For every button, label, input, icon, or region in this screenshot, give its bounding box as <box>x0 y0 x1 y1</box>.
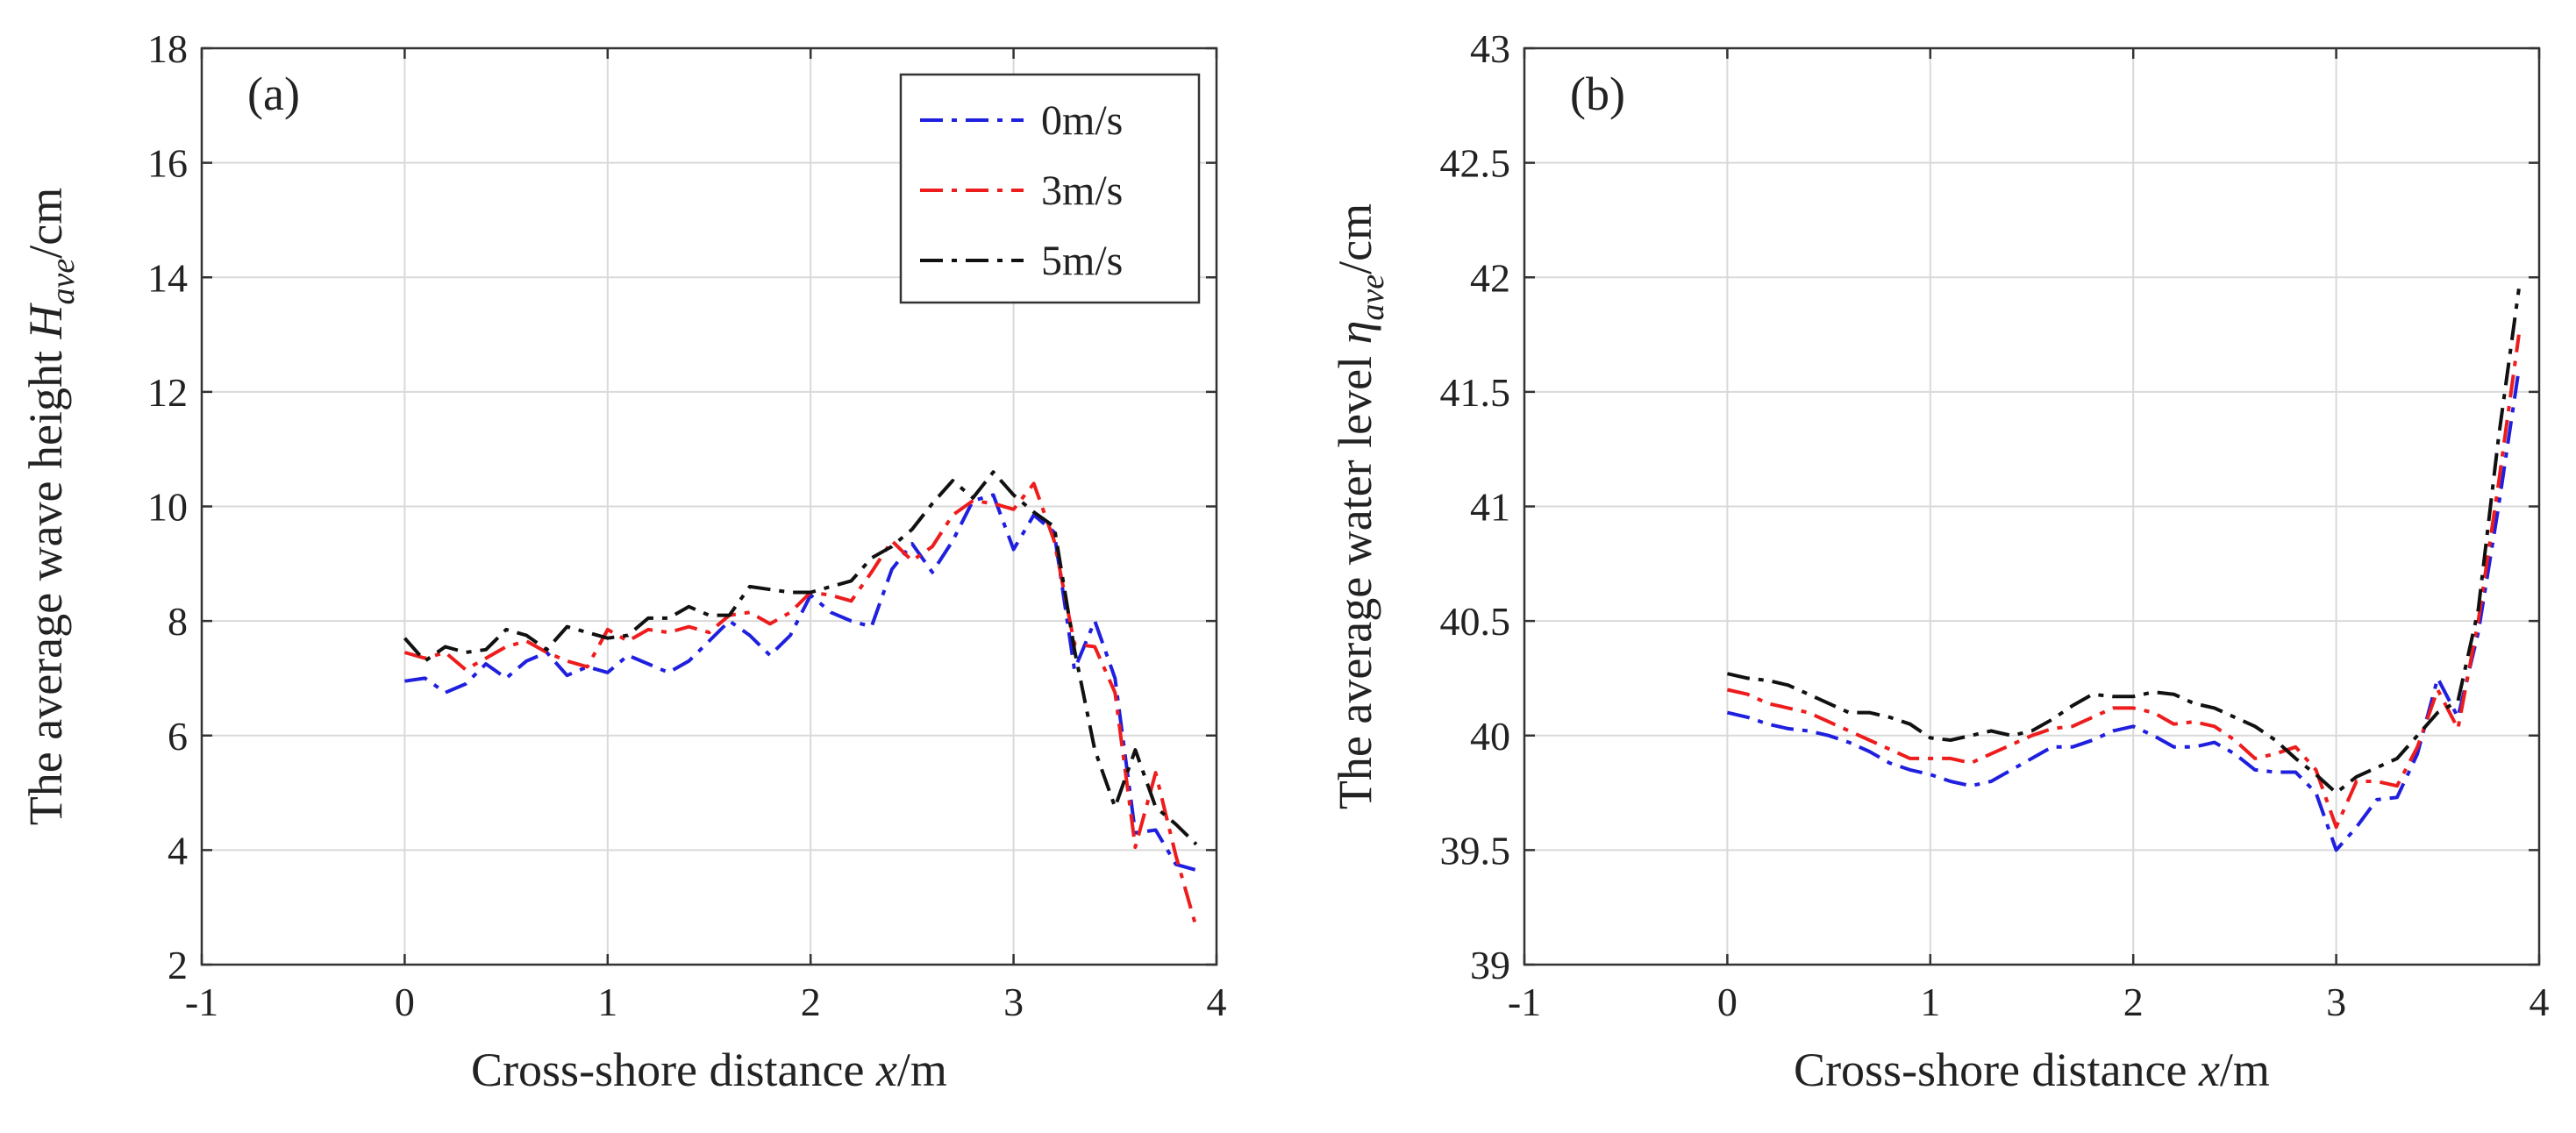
y-tick-label: 16 <box>147 141 188 186</box>
y-tick-label: 39.5 <box>1440 828 1511 873</box>
y-axis-label: The average water level ηave/cm <box>1329 203 1391 809</box>
y-tick-label: 40 <box>1470 714 1510 759</box>
x-tick-label: 0 <box>395 980 415 1024</box>
legend-entry-label: 5m/s <box>1041 238 1123 284</box>
x-tick-label: 4 <box>2530 980 2550 1024</box>
y-tick-label: 39 <box>1470 943 1510 987</box>
panel-label: (b) <box>1570 68 1625 120</box>
series-line-0m-s <box>1726 368 2521 852</box>
legend-entry-label: 3m/s <box>1041 167 1123 214</box>
y-tick-label: 41.5 <box>1440 370 1511 415</box>
y-axis-label-prefix: The average wave height <box>19 339 72 826</box>
series-line-3m-s <box>1726 334 2521 830</box>
series-line-3m-s <box>403 481 1198 929</box>
y-axis-label-var: H <box>19 303 72 340</box>
y-tick-label: 10 <box>147 485 188 530</box>
x-axis-label-var: x <box>875 1044 897 1096</box>
x-axis-label-prefix: Cross-shore distance <box>1794 1044 2199 1096</box>
x-tick-label: 1 <box>597 980 617 1024</box>
x-axis-label: Cross-shore distance x/m <box>1794 1044 2270 1096</box>
x-tick-label: 2 <box>2123 980 2144 1024</box>
x-tick-label: 1 <box>1920 980 1940 1024</box>
y-tick-label: 42.5 <box>1440 141 1511 186</box>
panel-label: (a) <box>247 68 300 120</box>
panel-b: -1 0 1 2 3 4 39 39.5 40 40.5 41 41.5 42 42.5 43 (b) Cros… <box>1329 26 2550 1096</box>
legend: 0m/s 3m/s 5m/s <box>899 73 1201 304</box>
y-axis-label-var: η <box>1329 321 1381 345</box>
x-tick-label: -1 <box>185 980 218 1024</box>
series-line-5m-s <box>403 470 1198 846</box>
y-tick-label: 4 <box>168 828 188 873</box>
x-axis-label: Cross-shore distance x/m <box>471 1044 947 1096</box>
x-axis-label-suffix: /m <box>2220 1044 2270 1096</box>
legend-box <box>899 73 1201 304</box>
x-tick-label: 0 <box>1717 980 1738 1024</box>
y-tick-label: 14 <box>147 255 188 300</box>
y-tick-label: 8 <box>168 599 188 644</box>
y-tick-label: 2 <box>168 943 188 987</box>
y-axis-label-prefix: The average water level <box>1329 344 1381 809</box>
x-tick-label: -1 <box>1508 980 1541 1024</box>
y-axis-label-suffix: /cm <box>19 188 72 259</box>
y-tick-label: 40.5 <box>1440 599 1511 644</box>
y-axis-label: The average wave height Have/cm <box>19 188 82 825</box>
y-tick-label: 42 <box>1470 255 1510 300</box>
y-tick-label: 41 <box>1470 485 1510 530</box>
x-axis-label-prefix: Cross-shore distance <box>471 1044 876 1096</box>
x-tick-label: 4 <box>1207 980 1227 1024</box>
y-axis-label-sub: ave <box>45 259 82 305</box>
x-tick-label: 2 <box>801 980 821 1024</box>
legend-entry-label: 0m/s <box>1041 97 1123 144</box>
y-tick-label: 6 <box>168 714 188 759</box>
series-line-5m-s <box>1726 289 2521 795</box>
x-axis-label-var: x <box>2198 1044 2220 1096</box>
y-tick-label: 12 <box>147 370 188 415</box>
x-axis-label-suffix: /m <box>897 1044 947 1096</box>
y-tick-label: 18 <box>147 26 188 71</box>
y-axis-label-sub: ave <box>1354 274 1391 321</box>
x-tick-label: 3 <box>2326 980 2346 1024</box>
x-tick-label: 3 <box>1003 980 1024 1024</box>
y-tick-label: 43 <box>1470 26 1510 71</box>
y-axis-label-suffix: /cm <box>1329 203 1381 274</box>
